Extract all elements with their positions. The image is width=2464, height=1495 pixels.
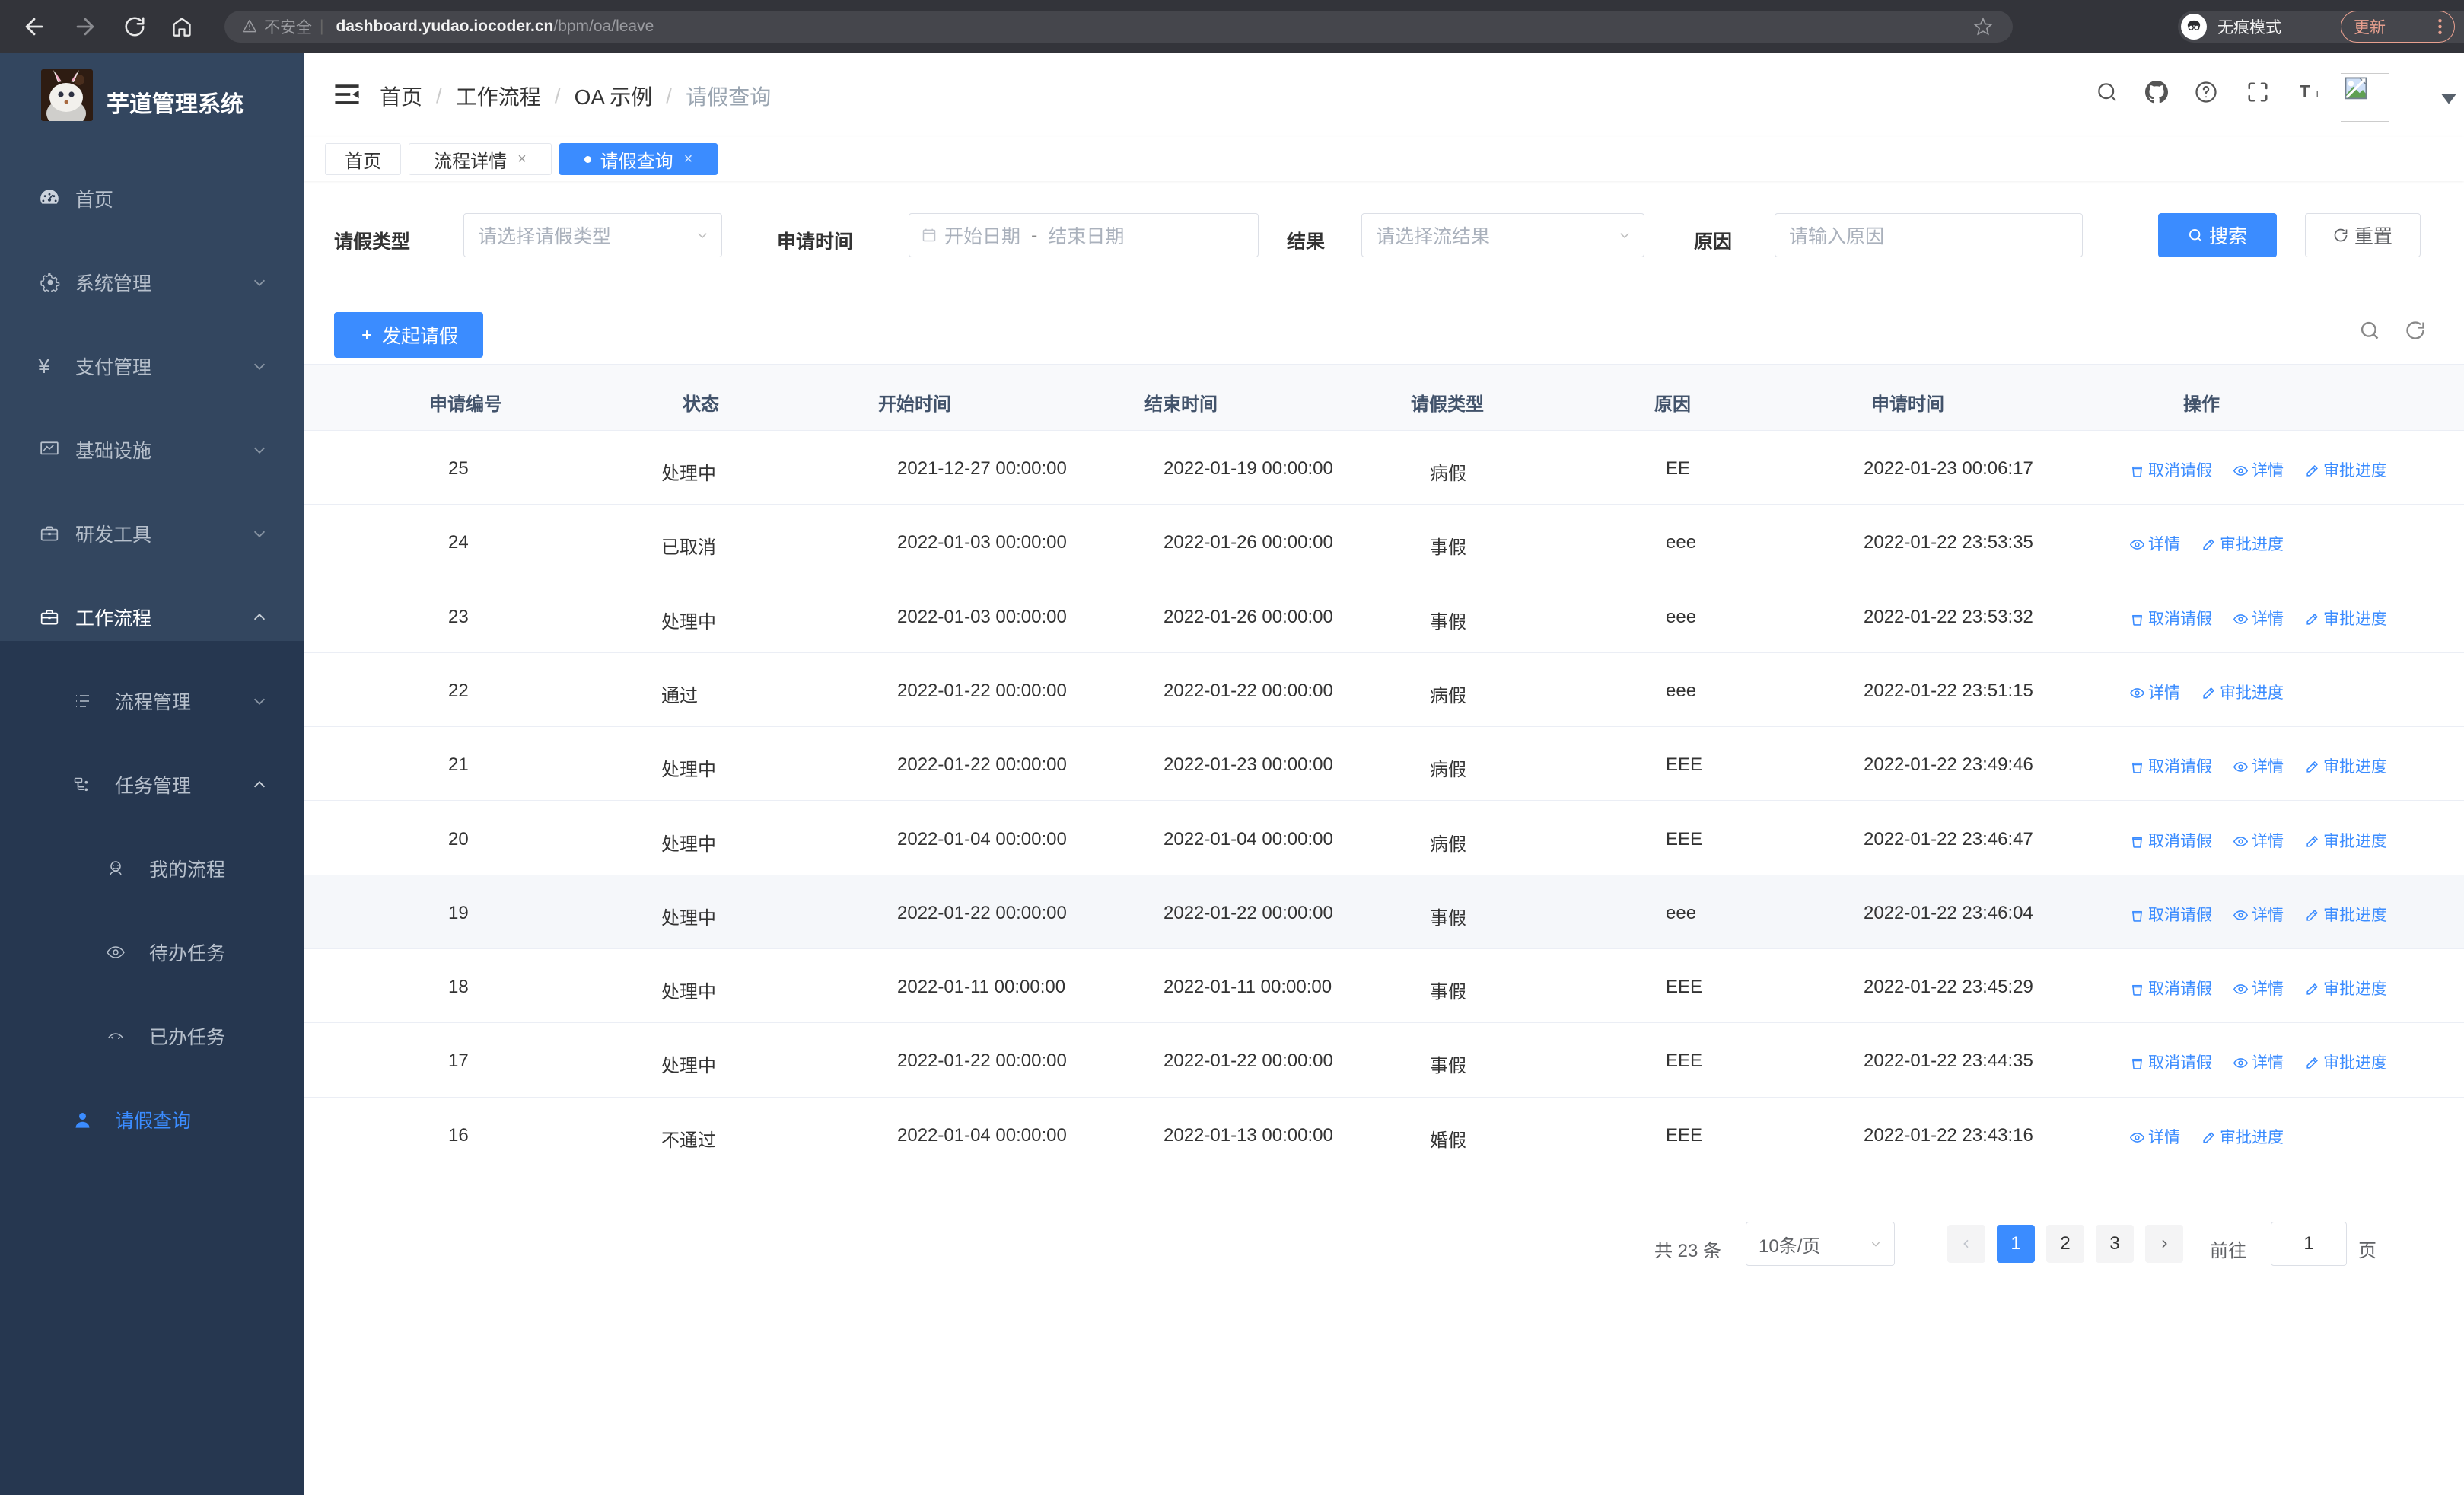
svg-text:T: T [2300, 81, 2310, 101]
svg-text:T: T [2314, 89, 2320, 100]
